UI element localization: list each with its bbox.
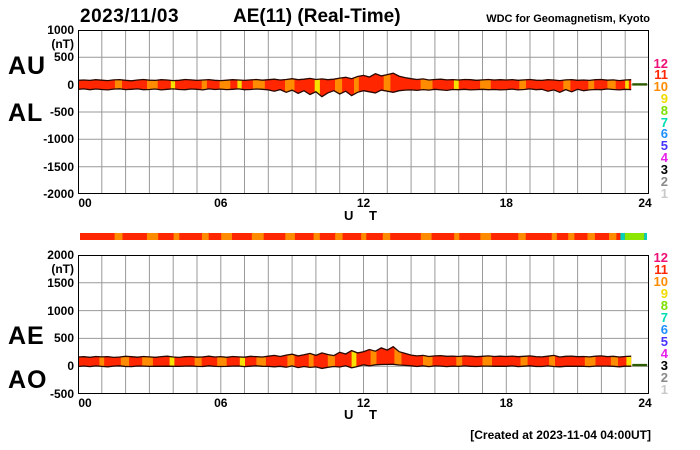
x-tick-label: 06 <box>214 396 228 410</box>
y-tick-label: -500 <box>49 387 74 401</box>
grid-lines <box>78 255 649 394</box>
station-count-legend-item: 8 <box>660 102 668 118</box>
organization-label: WDC for Geomagnetism, Kyoto <box>486 13 650 25</box>
x-tick-label: 00 <box>78 396 92 410</box>
station-count-legend-item: 7 <box>660 114 668 130</box>
y-tick-label: 1000 <box>47 23 74 37</box>
station-count-legend-item: 11 <box>654 67 668 83</box>
y-tick-label: -1000 <box>43 132 74 147</box>
lower-envelope-line <box>78 363 632 370</box>
station-count-legend-item: 4 <box>660 346 668 362</box>
top-plot-unit-label: (nT) <box>51 37 74 51</box>
x-tick-label: 12 <box>356 196 371 210</box>
y-tick-label: 500 <box>53 331 74 346</box>
y-tick-label: 0 <box>67 77 74 92</box>
station-count-legend-item: 1 <box>660 185 668 201</box>
ae-ao-plot-canvas <box>78 255 649 394</box>
bottom-plot-xaxis-title: U T <box>344 407 383 422</box>
y-tick-label: 500 <box>53 50 74 65</box>
x-tick-label: 18 <box>499 396 513 410</box>
lower-envelope-line <box>78 88 632 98</box>
station-count-legend-item: 9 <box>660 285 668 301</box>
grid-lines <box>78 30 649 194</box>
station-count-legend-item: 10 <box>653 79 668 95</box>
upper-envelope-line <box>78 72 632 82</box>
ae-axis-label: AE <box>8 322 45 350</box>
bottom-plot-unit-label: (nT) <box>51 262 74 276</box>
station-count-legend-item: 3 <box>660 161 668 177</box>
y-tick-label: 1500 <box>47 275 74 290</box>
created-timestamp: [Created at 2023-11-04 04:00UT] <box>470 428 651 442</box>
station-quality-colorbar <box>80 233 647 240</box>
station-count-legend-item: 11 <box>654 261 668 277</box>
au-al-plot-canvas <box>78 30 649 194</box>
y-tick-label: 1000 <box>47 303 74 318</box>
y-tick-label: -2000 <box>43 187 74 201</box>
station-count-legend-item: 9 <box>660 90 668 106</box>
station-count-legend-item: 6 <box>660 322 668 338</box>
station-count-legend-item: 12 <box>653 249 668 265</box>
x-tick-label: 18 <box>499 196 513 210</box>
station-count-legend-item: 12 <box>653 55 668 71</box>
station-count-legend-item: 7 <box>660 309 668 325</box>
station-count-legend-item: 8 <box>660 297 668 313</box>
station-count-stripes <box>114 73 629 97</box>
y-tick-label: 0 <box>67 359 74 374</box>
station-count-legend-item: 10 <box>653 273 668 289</box>
page-title: AE(11) (Real-Time) <box>233 6 401 27</box>
station-count-legend-item: 4 <box>660 150 668 166</box>
ao-axis-label: AO <box>8 366 48 394</box>
station-count-legend-item: 2 <box>660 370 668 386</box>
x-tick-label: 12 <box>356 396 371 410</box>
x-tick-label: 24 <box>638 396 652 410</box>
top-plot-xaxis-title: U T <box>344 208 383 223</box>
au-axis-label: AU <box>8 52 47 80</box>
station-count-legend-item: 5 <box>660 138 668 154</box>
y-tick-label: -1500 <box>43 159 74 174</box>
plot-border <box>78 30 649 194</box>
station-count-legend-item: 2 <box>660 173 668 189</box>
y-tick-label: -500 <box>49 105 74 119</box>
y-tick-label: 2000 <box>47 248 74 262</box>
plot-date: 2023/11/03 <box>80 6 180 27</box>
x-tick-label: 24 <box>638 196 652 210</box>
plot-border <box>78 255 649 394</box>
station-count-legend-item: 1 <box>660 382 668 398</box>
x-tick-label: 00 <box>78 196 92 210</box>
station-count-legend-item: 3 <box>660 358 668 374</box>
station-count-stripes <box>99 346 632 369</box>
station-count-legend-item: 5 <box>660 334 668 350</box>
al-axis-label: AL <box>8 99 44 127</box>
station-count-legend-item: 6 <box>660 126 668 142</box>
upper-envelope-line <box>78 345 632 359</box>
x-tick-label: 06 <box>214 196 228 210</box>
